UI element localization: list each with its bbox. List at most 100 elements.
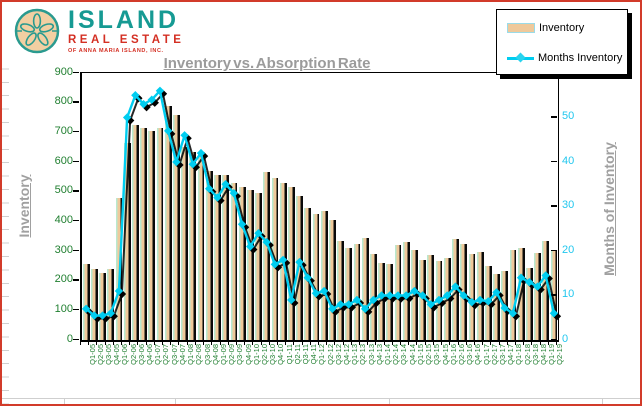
inventory-bar	[263, 172, 271, 340]
x-axis-tick	[96, 341, 98, 345]
line-marker	[467, 297, 477, 307]
line-marker	[139, 99, 148, 109]
right-axis-tick	[551, 338, 557, 340]
line-marker	[131, 91, 140, 100]
line-marker	[410, 286, 419, 296]
x-axis-tick	[309, 341, 311, 345]
line-marker	[434, 295, 444, 305]
line-marker	[147, 95, 156, 104]
x-axis-tick	[449, 341, 451, 345]
left-axis-title: Inventory	[16, 174, 32, 238]
line-marker	[106, 309, 115, 318]
line-marker	[385, 291, 394, 300]
inventory-bar	[189, 151, 197, 340]
left-axis-tick-label: 0	[66, 332, 73, 345]
inventory-bar	[353, 243, 361, 340]
inventory-bar	[329, 219, 336, 340]
line-marker	[246, 242, 255, 251]
left-axis-tick-label: 500	[54, 184, 73, 197]
marker-shadow	[446, 294, 455, 303]
line-marker	[336, 300, 345, 309]
x-axis-tick	[531, 341, 533, 345]
chart-legend: Inventory Months Inventory	[496, 9, 628, 75]
inventory-bar	[164, 105, 172, 340]
x-axis-tick	[244, 341, 246, 345]
left-axis-tick-label: 600	[54, 154, 73, 167]
line-marker	[516, 273, 526, 282]
inventory-bar	[493, 274, 500, 340]
inventory-bar	[468, 253, 476, 340]
spreadsheet-col-tick	[602, 398, 603, 404]
right-axis-tick	[551, 205, 557, 207]
line-marker	[525, 277, 534, 287]
x-axis-tick	[170, 341, 172, 345]
x-axis-label: Q2-08	[194, 344, 204, 365]
x-axis-tick	[441, 341, 443, 345]
x-axis-tick	[514, 341, 516, 345]
line-marker	[377, 291, 386, 300]
inventory-bar	[99, 273, 106, 340]
inventory-bar	[386, 264, 394, 340]
inventory-bar	[361, 237, 369, 340]
x-axis-tick	[285, 341, 287, 345]
x-axis-tick	[350, 341, 352, 345]
right-axis-tick-label: 30	[562, 199, 575, 211]
inventory-bar	[542, 241, 550, 340]
x-axis-tick	[482, 341, 484, 345]
inventory-bar	[197, 153, 205, 340]
x-axis-tick	[293, 341, 295, 345]
x-axis-label: Q1-18	[514, 344, 524, 365]
marker-shadow	[166, 129, 176, 139]
inventory-bar	[246, 190, 254, 340]
x-axis-tick	[203, 341, 205, 345]
x-axis-tick	[112, 341, 114, 345]
x-axis-tick	[186, 341, 188, 345]
inventory-bar	[345, 248, 353, 340]
line-marker	[122, 113, 132, 122]
left-axis-tick	[73, 338, 79, 340]
logo-tagline: OF ANNA MARIA ISLAND, INC.	[68, 47, 164, 54]
line-marker	[229, 188, 239, 198]
inventory-bar	[181, 147, 189, 340]
x-axis-tick	[194, 341, 196, 345]
bar-series-swatch	[507, 23, 535, 33]
left-axis-tick	[73, 308, 79, 311]
line-marker	[213, 193, 222, 202]
x-axis-tick	[408, 341, 410, 345]
line-marker	[303, 273, 312, 282]
line-marker	[163, 126, 173, 136]
spreadsheet-col-tick	[175, 398, 176, 404]
x-axis-tick	[219, 341, 221, 345]
legend-label: Months Inventory	[538, 52, 623, 64]
line-marker	[311, 289, 321, 298]
x-axis-tick	[375, 341, 377, 345]
line-marker	[533, 282, 542, 291]
inventory-bar	[107, 268, 115, 340]
right-axis-tick	[551, 160, 557, 162]
line-marker	[188, 160, 197, 169]
spreadsheet-col-tick	[389, 398, 390, 404]
x-axis-tick	[465, 341, 467, 345]
inventory-bar	[337, 240, 344, 340]
x-axis-tick	[498, 341, 500, 345]
line-marker	[205, 184, 214, 193]
line-marker	[287, 295, 296, 305]
inventory-bar	[173, 114, 180, 340]
x-axis-tick	[301, 341, 303, 345]
x-axis-tick	[539, 341, 541, 345]
x-axis-tick	[153, 341, 155, 345]
left-axis-tick	[73, 279, 79, 281]
company-logo: ISLAND REAL ESTATE OF ANNA MARIA ISLAND,…	[14, 8, 184, 54]
x-axis-tick	[506, 341, 508, 345]
months-inventory-line	[81, 86, 562, 323]
line-marker	[352, 295, 362, 305]
marker-shadow	[273, 263, 283, 272]
line-marker	[98, 311, 107, 320]
right-axis-tick-label: 50	[562, 110, 575, 122]
left-axis-tick-label: 400	[54, 213, 73, 226]
x-axis-label: Q3-09	[235, 344, 245, 365]
x-axis-tick	[137, 341, 139, 345]
chart-title: Inventory vs. Absorption Rate	[163, 55, 371, 72]
inventory-bar	[296, 196, 303, 340]
